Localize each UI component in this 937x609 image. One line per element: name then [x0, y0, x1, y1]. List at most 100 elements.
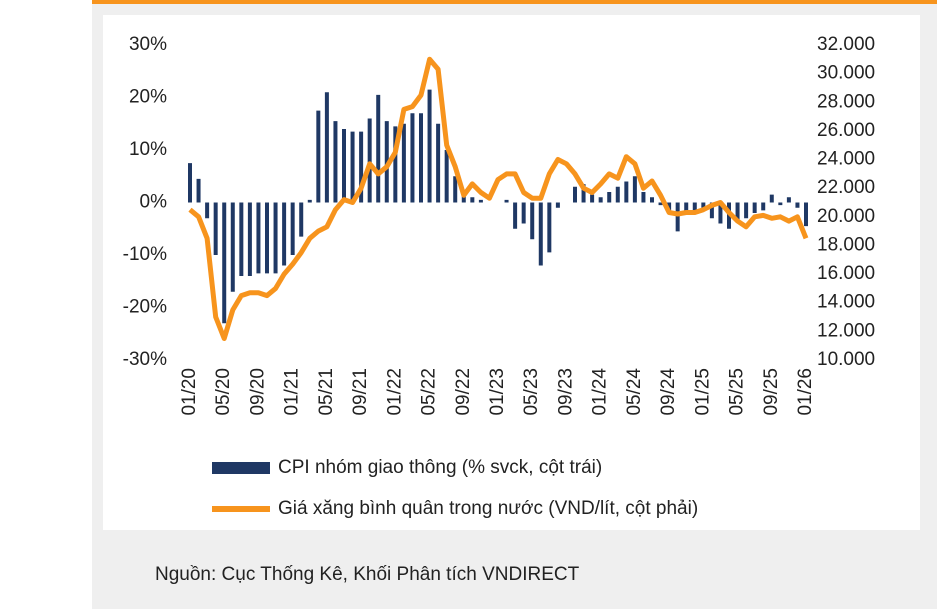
- bar: [256, 202, 261, 274]
- line: [188, 56, 809, 341]
- bar: [222, 202, 227, 324]
- bar: [718, 202, 723, 224]
- bar: [658, 202, 663, 206]
- bar: [684, 202, 689, 213]
- legend-label: CPI nhóm giao thông (% svck, cột trái): [278, 457, 602, 478]
- bar: [376, 94, 381, 203]
- x-tick-label: 01/20: [179, 368, 200, 416]
- x-tick-label: 05/22: [419, 368, 440, 416]
- bar: [778, 202, 783, 206]
- bar: [478, 199, 483, 203]
- y-tick-label: -20%: [123, 297, 167, 318]
- x-tick-label: 01/23: [487, 368, 508, 416]
- x-tick-label: 01/25: [692, 368, 713, 416]
- y2-tick-label: 28.000: [817, 91, 875, 112]
- x-tick-label: 09/20: [247, 368, 268, 416]
- bar: [444, 150, 449, 203]
- bar: [316, 110, 321, 203]
- bar: [384, 121, 389, 203]
- bar: [538, 202, 543, 266]
- source: Nguồn: Cục Thống Kê, Khối Phân tích VNDI…: [155, 564, 580, 585]
- x-tick-label: 05/20: [213, 368, 234, 416]
- bar: [470, 197, 475, 203]
- y-tick-label: 0%: [140, 192, 168, 213]
- bar: [393, 126, 398, 203]
- x-tick-label: 09/23: [555, 368, 576, 416]
- legend-label: Giá xăng bình quân trong nước (VND/lít, …: [278, 498, 698, 519]
- x-tick-label: 09/25: [761, 368, 782, 416]
- bar: [299, 202, 304, 237]
- y2-tick-label: 30.000: [817, 63, 875, 84]
- bar: [692, 202, 697, 213]
- bar: [795, 202, 800, 208]
- y2-tick-label: 10.000: [817, 349, 875, 370]
- x-tick-label: 09/21: [350, 368, 371, 416]
- bar: [615, 186, 620, 203]
- y2-tick-label: 32.000: [817, 34, 875, 55]
- y2-tick-label: 20.000: [817, 206, 875, 227]
- bar: [521, 202, 526, 224]
- y2-tick-label: 18.000: [817, 234, 875, 255]
- bar: [701, 202, 706, 208]
- y2-tick-label: 12.000: [817, 320, 875, 341]
- bar: [581, 184, 586, 203]
- x-tick-label: 05/21: [316, 368, 337, 416]
- bar: [752, 202, 757, 213]
- bar: [350, 131, 355, 203]
- legend-swatch: [212, 462, 270, 474]
- y-tick-label: 30%: [129, 34, 167, 55]
- bar: [436, 123, 441, 203]
- x-tick-label: 09/24: [658, 368, 679, 416]
- bar: [735, 202, 740, 221]
- y-tick-label: 10%: [129, 139, 167, 160]
- bar: [769, 194, 774, 203]
- chart-area: [103, 15, 920, 530]
- x-tick-label: 01/24: [590, 368, 611, 416]
- bar: [196, 178, 201, 203]
- bar: [333, 121, 338, 203]
- bar: [427, 89, 432, 203]
- y-tick-label: -30%: [123, 349, 167, 370]
- bar: [513, 202, 518, 229]
- bar: [573, 186, 577, 203]
- top-rule: [92, 0, 937, 4]
- bar: [761, 202, 766, 211]
- x-tick-label: 05/23: [521, 368, 542, 416]
- y2-tick-label: 14.000: [817, 292, 875, 313]
- bar: [273, 202, 278, 274]
- bar: [709, 202, 714, 219]
- bar: [419, 113, 423, 203]
- bar: [410, 113, 415, 203]
- bar: [359, 131, 364, 203]
- bar: [547, 202, 552, 253]
- x-tick-label: 09/22: [453, 368, 474, 416]
- bar: [632, 176, 637, 203]
- bar: [282, 202, 287, 266]
- bar: [555, 202, 560, 208]
- bar: [367, 118, 372, 203]
- bar: [453, 176, 458, 203]
- bar: [307, 199, 312, 203]
- bar: [324, 92, 329, 203]
- x-tick-label: 05/25: [727, 368, 748, 416]
- bar: [504, 199, 509, 203]
- bar: [247, 202, 252, 276]
- bar: [239, 202, 244, 276]
- bar: [205, 202, 210, 219]
- y2-tick-label: 24.000: [817, 149, 875, 170]
- bar: [590, 194, 595, 203]
- bar: [598, 197, 603, 203]
- y2-tick-label: 16.000: [817, 263, 875, 284]
- bar: [675, 202, 680, 232]
- bar: [188, 163, 192, 203]
- y2-tick-label: 26.000: [817, 120, 875, 141]
- x-tick-label: 01/26: [795, 368, 816, 416]
- bar: [342, 129, 346, 203]
- bar: [624, 181, 629, 203]
- bar: [213, 202, 218, 255]
- bar: [401, 123, 406, 203]
- bar: [265, 202, 269, 274]
- y2-tick-label: 22.000: [817, 177, 875, 198]
- bar: [530, 202, 535, 240]
